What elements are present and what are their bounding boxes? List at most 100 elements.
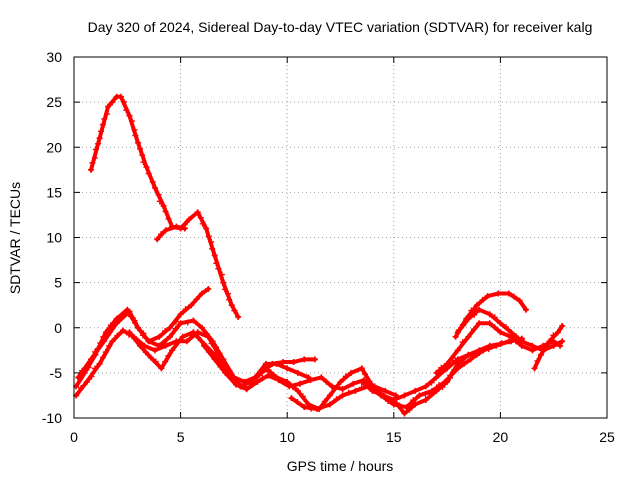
data-point [156, 333, 163, 340]
data-point [126, 329, 133, 336]
data-marker [542, 345, 549, 352]
data-marker [331, 385, 338, 392]
data-marker [534, 357, 541, 364]
data-point [339, 392, 346, 399]
data-point [301, 404, 308, 411]
data-point [476, 306, 483, 313]
data-marker [104, 331, 111, 338]
data-point [162, 227, 169, 234]
y-tick-label: 25 [46, 94, 62, 110]
data-marker [165, 352, 172, 359]
axis-ticks: 0 5 10 15 20 25 -10 -5 0 5 10 15 20 25 30 [42, 49, 615, 445]
data-marker [132, 132, 139, 139]
data-marker [267, 369, 274, 376]
data-marker [299, 393, 306, 400]
data-point [508, 329, 515, 336]
data-point [516, 297, 523, 304]
data-point [476, 347, 483, 354]
data-marker [422, 390, 429, 397]
data-point [152, 184, 159, 191]
data-point [495, 290, 502, 297]
y-tick-label: -5 [50, 365, 63, 381]
data-marker [149, 178, 156, 185]
data-marker [410, 397, 417, 404]
data-point [194, 209, 201, 216]
data-marker [156, 198, 163, 205]
data-point [486, 342, 493, 349]
data-point [369, 387, 376, 394]
series-track-k [433, 320, 564, 376]
chart-title: Day 320 of 2024, Sidereal Day-to-day VTE… [88, 19, 593, 35]
data-point [198, 290, 205, 297]
data-marker [366, 378, 373, 385]
data-marker [84, 363, 91, 370]
data-marker [253, 374, 260, 381]
data-point [290, 359, 297, 366]
data-marker [199, 220, 206, 227]
data-point [531, 365, 538, 372]
data-marker [479, 296, 486, 303]
plot-frame [73, 56, 608, 419]
data-point [311, 356, 318, 363]
data-marker [162, 208, 169, 215]
data-point [358, 365, 365, 372]
data-marker [449, 360, 456, 367]
data-point [294, 387, 301, 394]
data-point [145, 338, 152, 345]
data-point [326, 392, 333, 399]
data-point [220, 279, 227, 286]
data-marker [345, 389, 352, 396]
data-point [465, 351, 472, 358]
data-marker [249, 381, 256, 388]
y-tick-label: 15 [46, 184, 62, 200]
data-marker [142, 349, 149, 356]
data-marker [208, 340, 215, 347]
data-marker [99, 121, 106, 128]
data-point [441, 378, 448, 385]
data-marker [114, 332, 121, 339]
data-marker [140, 330, 147, 337]
series-track-n [531, 322, 566, 372]
x-tick-label: 15 [386, 429, 402, 445]
data-point [177, 311, 184, 318]
data-marker [461, 360, 468, 367]
data-point [546, 338, 553, 345]
x-tick-label: 20 [493, 429, 509, 445]
data-marker [172, 325, 179, 332]
data-point [269, 360, 276, 367]
y-tick-label: 10 [46, 230, 62, 246]
data-marker [155, 191, 162, 198]
data-marker [323, 378, 330, 385]
data-marker [212, 344, 219, 351]
y-tick-label: 20 [46, 139, 62, 155]
data-point [96, 360, 103, 367]
data-marker [182, 306, 189, 313]
data-point [154, 236, 161, 243]
data-marker [157, 231, 164, 238]
data-marker [446, 374, 453, 381]
data-point [348, 369, 355, 376]
data-marker [218, 271, 225, 278]
data-point [134, 324, 141, 331]
y-tick-label: 30 [46, 49, 62, 65]
data-marker [363, 382, 370, 389]
data-marker [227, 374, 234, 381]
data-point [166, 333, 173, 340]
data-marker [162, 358, 169, 365]
data-marker [205, 233, 212, 240]
data-marker [102, 349, 109, 356]
data-point [177, 320, 184, 327]
data-marker [459, 339, 466, 346]
data-point [416, 392, 423, 399]
data-point [222, 369, 229, 376]
data-marker [128, 118, 135, 125]
data-point [301, 356, 308, 363]
data-point [401, 410, 408, 417]
data-point [109, 338, 116, 345]
data-point [422, 396, 429, 403]
data-point [100, 338, 107, 345]
data-marker [137, 145, 144, 152]
x-tick-label: 25 [599, 429, 615, 445]
data-point [201, 342, 208, 349]
